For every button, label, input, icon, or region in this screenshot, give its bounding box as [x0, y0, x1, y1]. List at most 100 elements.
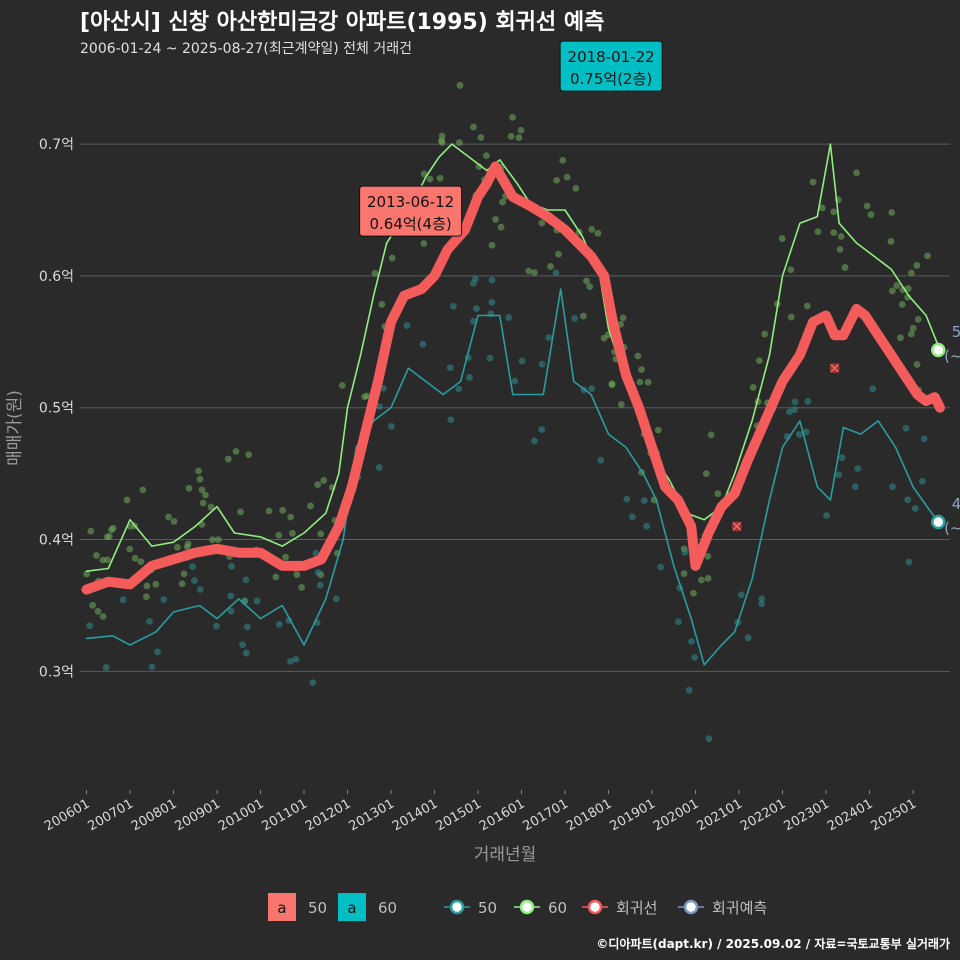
transaction-point — [835, 471, 843, 479]
transaction-point — [237, 508, 244, 516]
forecast-x-mark — [732, 521, 742, 531]
transaction-point — [597, 456, 605, 464]
transaction-point — [517, 126, 525, 134]
grid — [80, 143, 950, 672]
transaction-point — [902, 424, 910, 432]
transaction-point — [802, 428, 810, 436]
transaction-point — [309, 679, 317, 686]
transaction-point — [867, 211, 875, 219]
transaction-point — [139, 486, 147, 494]
x-tick-label: 201301 — [347, 796, 397, 834]
labels: 5,438 (~60㎡) 4,133 (~50㎡) 2013-06-12 0.64억(4층… — [359, 40, 960, 537]
transaction-point — [83, 570, 91, 578]
transaction-point — [455, 385, 463, 393]
transaction-point — [888, 209, 896, 216]
transaction-point — [228, 562, 235, 570]
transaction-point — [515, 134, 523, 142]
transaction-point — [312, 549, 320, 557]
transaction-point — [657, 563, 665, 571]
transaction-point — [685, 686, 693, 694]
transaction-point — [634, 352, 642, 360]
chart-subtitle: 2006-01-24 ~ 2025-08-27(최근계약일) 전체 거래건 — [80, 41, 412, 57]
transaction-point — [563, 173, 571, 181]
transaction-point — [170, 518, 178, 525]
transaction-point — [803, 302, 811, 310]
transaction-point — [619, 314, 627, 322]
transaction-point — [119, 596, 127, 604]
transaction-point — [538, 219, 546, 227]
transaction-point — [338, 382, 346, 389]
transaction-point — [838, 454, 846, 462]
legend-fill-swatch — [338, 893, 366, 921]
transaction-point — [227, 607, 235, 615]
transaction-point — [511, 377, 519, 385]
transaction-point — [675, 618, 682, 626]
transaction-point — [552, 269, 560, 277]
transaction-point — [419, 340, 427, 348]
transaction-point — [316, 581, 324, 589]
transaction-point — [403, 322, 411, 329]
transaction-point — [195, 467, 203, 475]
transaction-point — [897, 334, 904, 342]
transaction-point — [189, 563, 197, 570]
end-value-label: 5,438 — [952, 323, 960, 341]
transaction-point — [911, 505, 919, 512]
transaction-point — [853, 169, 860, 177]
legend-line-marker — [449, 899, 465, 915]
transaction-point — [279, 506, 287, 514]
transaction-point — [123, 496, 131, 504]
transaction-point — [173, 543, 181, 551]
transaction-point — [907, 330, 915, 338]
transaction-point — [92, 552, 100, 559]
annotation-date: 2018-01-22 — [568, 48, 655, 66]
transaction-point — [376, 403, 383, 411]
legend-fill-label: 50 — [308, 899, 327, 917]
transaction-point — [272, 573, 280, 581]
transaction-point — [702, 470, 710, 478]
transaction-point — [86, 622, 94, 630]
transaction-point — [292, 655, 300, 663]
transaction-point — [253, 597, 261, 605]
transaction-point — [525, 267, 533, 275]
transaction-point — [499, 198, 506, 206]
transaction-point — [681, 548, 689, 556]
x-tick-label: 201801 — [564, 796, 614, 834]
x-tick-label: 202001 — [651, 796, 701, 834]
transaction-point — [787, 266, 795, 274]
transaction-point — [572, 184, 580, 192]
y-tick-label: 0.6억 — [39, 269, 74, 285]
legend-line-label: 60 — [548, 899, 567, 917]
transaction-point — [242, 649, 250, 657]
transaction-point — [571, 315, 579, 322]
transaction-point — [583, 277, 590, 285]
y-tick-label: 0.7억 — [39, 137, 74, 153]
transaction-point — [488, 276, 496, 284]
x-tick-label: 201101 — [260, 796, 310, 834]
x-tick-label: 202401 — [825, 796, 875, 834]
transaction-point — [492, 216, 499, 223]
transaction-point — [636, 378, 644, 386]
transaction-point — [99, 613, 107, 620]
transaction-point — [317, 530, 325, 538]
transaction-point — [580, 312, 587, 320]
transaction-point — [239, 641, 246, 649]
transaction-point — [361, 393, 369, 401]
transaction-point — [196, 475, 204, 483]
transaction-point — [594, 229, 602, 237]
x-tick-label: 201901 — [608, 796, 658, 834]
x-tick-label: 201701 — [521, 796, 571, 834]
transaction-point — [507, 132, 515, 140]
transaction-point — [131, 554, 139, 562]
transaction-point — [908, 269, 915, 277]
transaction-point — [320, 477, 328, 484]
transaction-point — [531, 269, 538, 276]
transaction-point — [191, 577, 198, 584]
transaction-point — [688, 638, 695, 645]
transaction-point — [714, 490, 722, 498]
transaction-point — [643, 522, 651, 530]
y-tick-label: 0.5억 — [39, 401, 74, 417]
transaction-point — [809, 178, 817, 186]
transaction-point — [691, 654, 699, 661]
transaction-point — [143, 582, 151, 590]
